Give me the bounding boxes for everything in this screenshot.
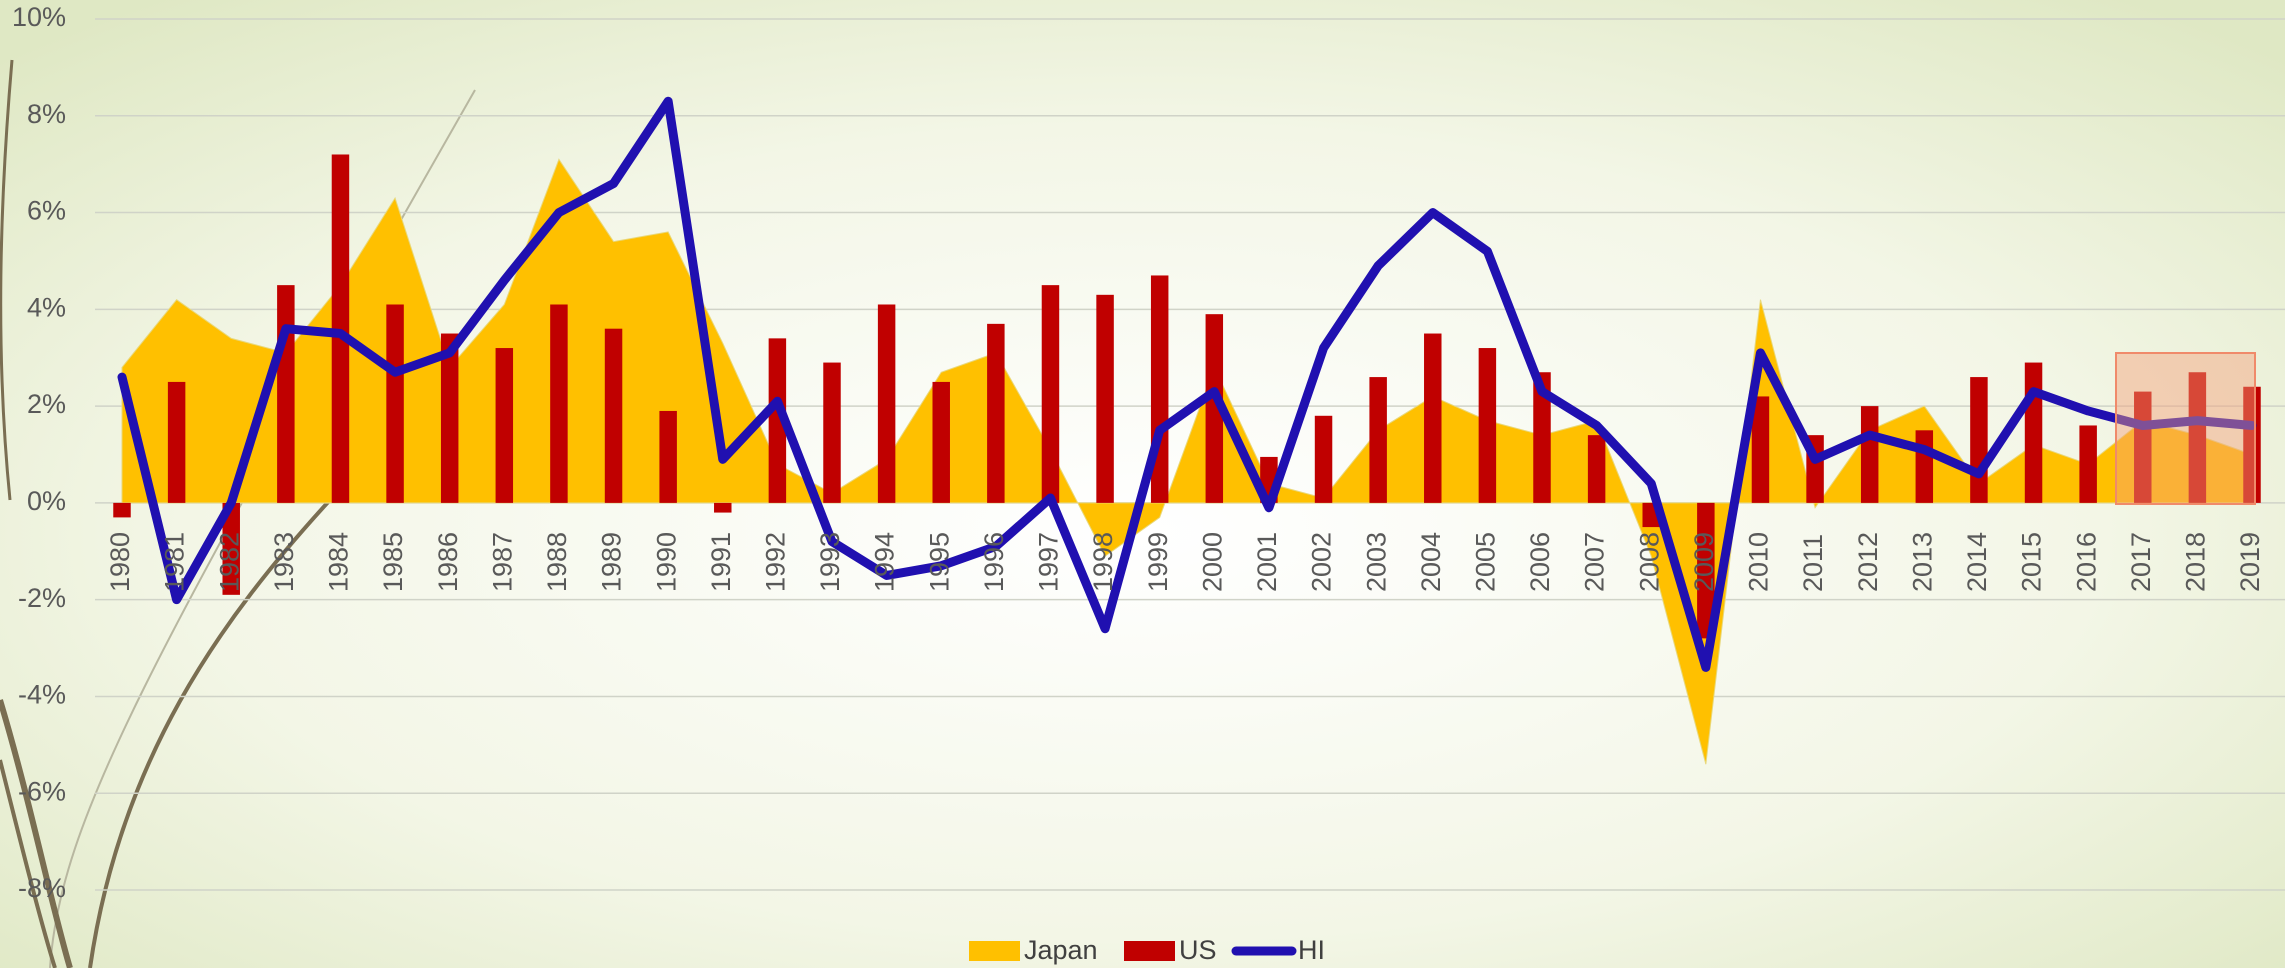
bar — [1369, 377, 1386, 503]
legend-swatch — [1124, 941, 1175, 961]
y-tick-label: -8% — [18, 873, 66, 903]
x-tick-label: 2004 — [1416, 532, 1446, 592]
bar — [277, 285, 294, 503]
legend-swatch — [969, 941, 1020, 961]
bar — [1096, 295, 1113, 503]
x-tick-label: 1998 — [1088, 532, 1118, 592]
bar — [1916, 430, 1933, 503]
x-tick-label: 2015 — [2017, 532, 2047, 592]
x-tick-label: 2013 — [1907, 532, 1937, 592]
x-tick-label: 2011 — [1798, 534, 1828, 592]
y-tick-label: -4% — [18, 680, 66, 710]
x-tick-label: 2007 — [1580, 532, 1610, 592]
highlight-box — [2116, 353, 2255, 504]
x-tick-label: 1990 — [651, 532, 681, 592]
x-tick-label: 1997 — [1034, 532, 1064, 592]
bar — [1588, 435, 1605, 503]
bar — [386, 304, 403, 502]
y-tick-label: 2% — [27, 389, 66, 419]
x-tick-label: 2010 — [1744, 532, 1774, 592]
x-tick-label: 2002 — [1307, 532, 1337, 592]
x-tick-label: 1987 — [487, 532, 517, 592]
x-tick-label: 1991 — [706, 532, 736, 592]
x-tick-label: 1992 — [761, 532, 791, 592]
bar — [659, 411, 676, 503]
legend-label: US — [1179, 935, 1217, 965]
bar — [1424, 334, 1441, 503]
y-tick-label: 8% — [27, 99, 66, 129]
x-tick-label: 1985 — [378, 532, 408, 592]
bar — [2025, 363, 2042, 503]
x-tick-label: 2005 — [1471, 532, 1501, 592]
y-tick-label: -2% — [18, 583, 66, 613]
bar — [550, 304, 567, 502]
chart: -8% -6% -4% -2% 0% 2% 4% 6% 8% 10% 1980 1981 1982 198… — [0, 0, 2285, 968]
x-tick-label: 1980 — [105, 532, 135, 592]
bar — [605, 329, 622, 503]
bar — [496, 348, 513, 503]
y-tick-label: 10% — [12, 2, 66, 32]
x-tick-label: 1999 — [1143, 532, 1173, 592]
x-tick-label: 1994 — [870, 532, 900, 592]
bar — [1861, 406, 1878, 503]
x-tick-label: 2003 — [1361, 532, 1391, 592]
x-tick-label: 1996 — [979, 532, 1009, 592]
x-tick-label: 1983 — [269, 532, 299, 592]
x-tick-label: 1989 — [597, 532, 627, 592]
bar — [1479, 348, 1496, 503]
x-tick-label: 1993 — [815, 532, 845, 592]
x-tick-label: 2019 — [2235, 532, 2265, 592]
y-tick-label: 0% — [27, 486, 66, 516]
x-tick-label: 2009 — [1689, 532, 1719, 592]
x-tick-label: 1982 — [214, 532, 244, 592]
bar — [714, 503, 731, 513]
y-tick-label: 4% — [27, 292, 66, 322]
bar — [823, 363, 840, 503]
x-tick-label: 2017 — [2126, 532, 2156, 592]
bar — [987, 324, 1004, 503]
x-tick-label: 1988 — [542, 532, 572, 592]
x-tick-label: 2000 — [1197, 532, 1227, 592]
x-tick-label: 2016 — [2071, 532, 2101, 592]
x-tick-label: 2001 — [1252, 532, 1282, 592]
x-tick-label: 2018 — [2181, 532, 2211, 592]
bar — [168, 382, 185, 503]
bar — [2079, 425, 2096, 502]
bar — [1315, 416, 1332, 503]
x-tick-label: 1995 — [924, 532, 954, 592]
bar — [932, 382, 949, 503]
x-tick-label: 2006 — [1525, 532, 1555, 592]
legend-label: HI — [1298, 935, 1325, 965]
x-tick-label: 1986 — [433, 532, 463, 592]
bar — [113, 503, 130, 518]
x-tick-label: 2014 — [1962, 532, 1992, 592]
bar — [878, 304, 895, 502]
x-tick-label: 1981 — [160, 532, 190, 592]
x-tick-label: 2012 — [1853, 532, 1883, 592]
bar — [1970, 377, 1987, 503]
x-tick-label: 2008 — [1634, 532, 1664, 592]
bar — [1042, 285, 1059, 503]
legend-label: Japan — [1024, 935, 1098, 965]
x-tick-label: 1984 — [324, 532, 354, 592]
y-tick-label: -6% — [18, 776, 66, 806]
y-tick-label: 6% — [27, 196, 66, 226]
